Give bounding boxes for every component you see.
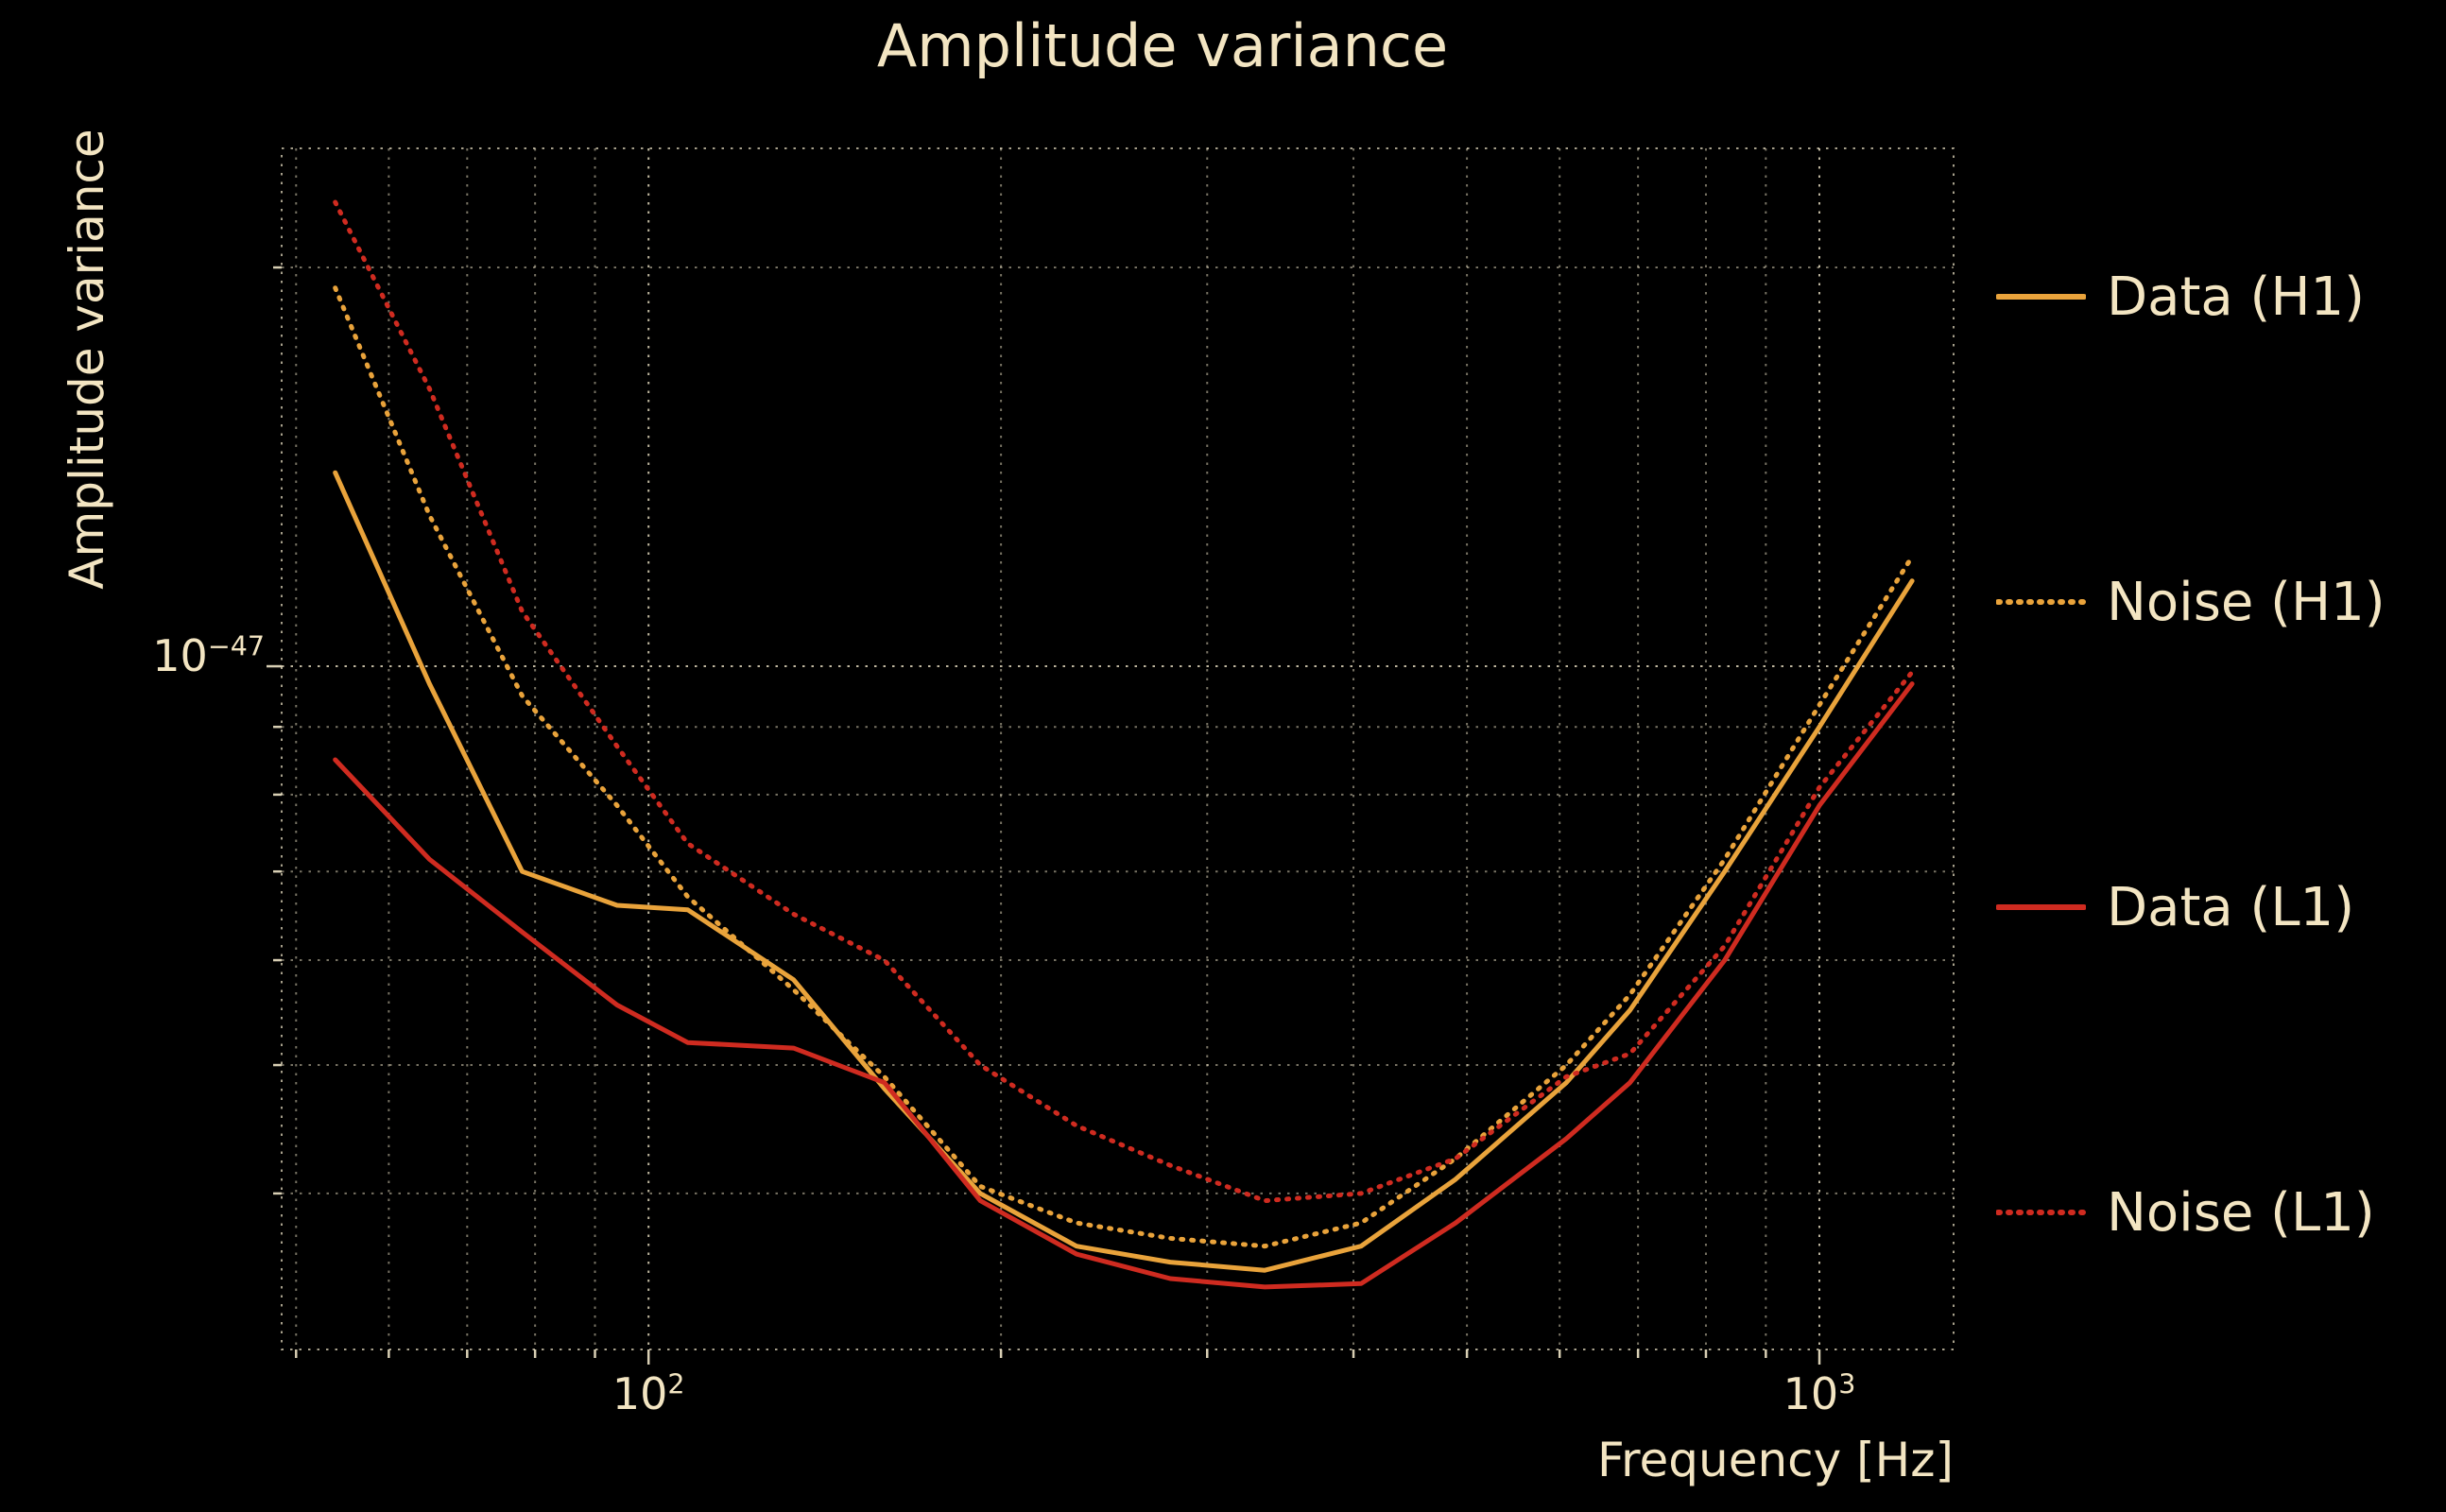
series-line-data-l1 — [333, 681, 1915, 1290]
legend-label-data-h1: Data (H1) — [2107, 266, 2365, 328]
legend-line-sample-noise-l1 — [1996, 1210, 2086, 1215]
x-axis-label: Frequency [Hz] — [1596, 1433, 1954, 1487]
series-line-data-h1 — [333, 470, 1915, 1273]
plot-frame — [281, 147, 1955, 1350]
legend-entry-data-l1: Data (L1) — [1996, 875, 2354, 939]
legend-entry-noise-h1: Noise (H1) — [1996, 570, 2386, 634]
chart-title: Amplitude variance — [876, 11, 1449, 80]
axis-ticks — [267, 266, 1821, 1365]
legend-label-data-l1: Data (L1) — [2107, 876, 2355, 938]
series-group — [333, 199, 1915, 1290]
legend-entry-data-h1: Data (H1) — [1996, 265, 2365, 329]
y-tick-label: 10−47 — [152, 630, 265, 682]
x-tick-label: 103 — [1783, 1368, 1856, 1419]
legend-entry-noise-l1: Noise (L1) — [1996, 1180, 2375, 1245]
legend-line-sample-data-h1 — [1996, 294, 2086, 300]
series-line-noise-h1 — [333, 285, 1915, 1249]
legend-label-noise-l1: Noise (L1) — [2107, 1181, 2375, 1244]
legend-line-sample-noise-h1 — [1996, 599, 2086, 605]
legend-line-sample-data-l1 — [1996, 904, 2086, 910]
series-line-noise-l1 — [333, 199, 1915, 1204]
legend-label-noise-h1: Noise (H1) — [2107, 571, 2386, 633]
x-tick-label: 102 — [612, 1368, 685, 1419]
gridlines — [282, 148, 1954, 1349]
